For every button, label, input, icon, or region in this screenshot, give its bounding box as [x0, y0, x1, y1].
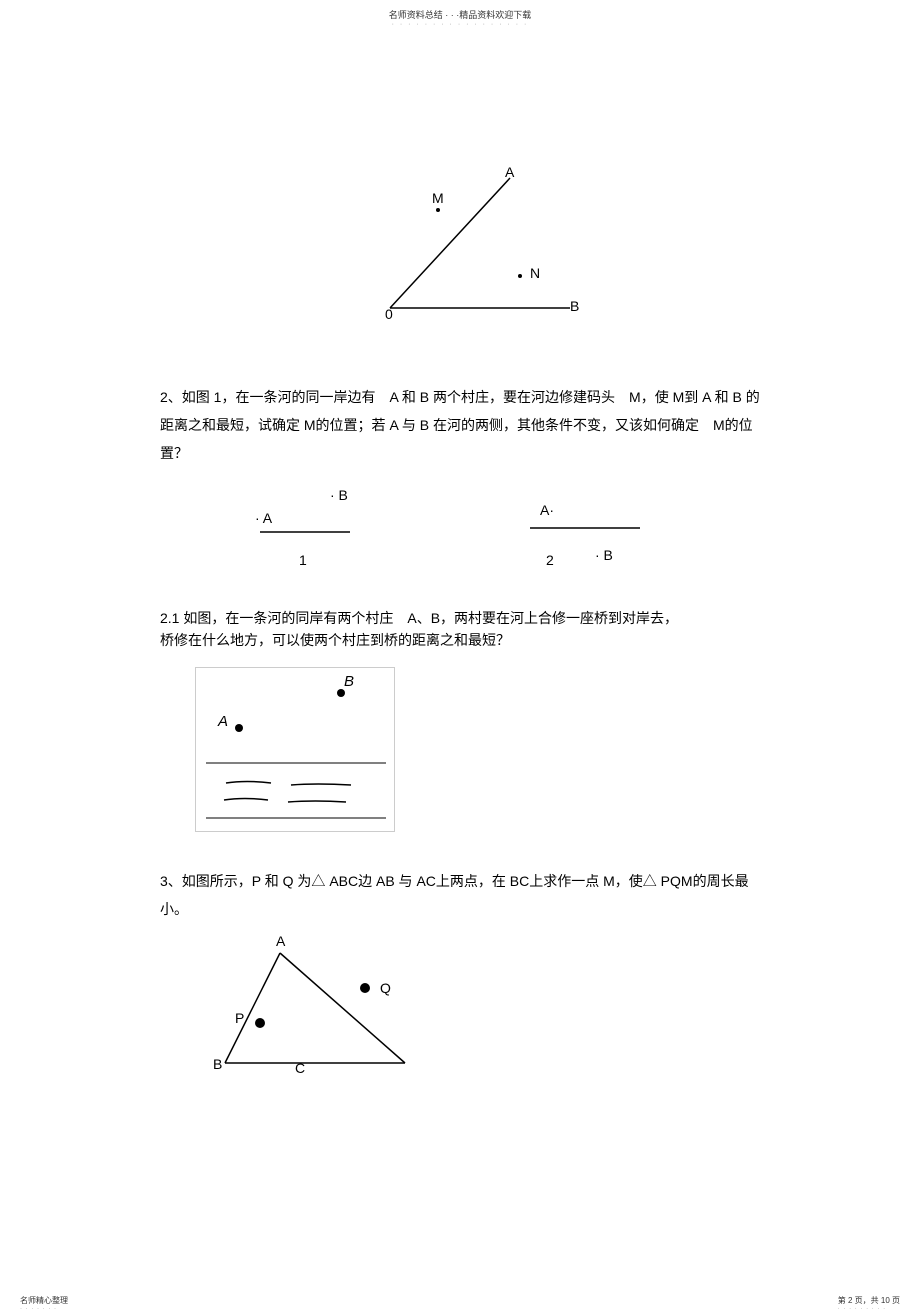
problem-2-1-text: 2.1 如图，在一条河的同岸有两个村庄 A、B，两村要在河上合修一座桥到对岸去，… — [160, 607, 760, 652]
point-N-dot — [518, 274, 522, 278]
label-A3: A — [276, 933, 285, 949]
label-A2: A· — [540, 502, 554, 518]
label-M: M — [432, 190, 444, 206]
label-A: A — [505, 164, 514, 180]
label-2: 2 — [546, 552, 554, 568]
footer-left-dots: · · · · · · · — [20, 1306, 68, 1312]
label-B3: B — [213, 1056, 222, 1072]
label-A1: · A — [255, 510, 272, 526]
header-title: 名师资料总结 · · ·精品资料欢迎下载 — [0, 8, 920, 21]
river-2 — [530, 525, 680, 535]
footer-right-dots: · · · · · · · · · — [838, 1306, 900, 1312]
point-A-21 — [234, 723, 244, 733]
point-M-dot — [436, 208, 440, 212]
label-P3: P — [235, 1010, 244, 1026]
problem-2-1-line2: 桥修在什么地方，可以使两个村庄到桥的距离之和最短？ — [160, 629, 760, 651]
footer-right-text: 第 2 页，共 10 页 — [838, 1295, 900, 1306]
diagram-2-1: A B — [195, 667, 395, 832]
problem-2-content: 2、如图 1，在一条河的同一岸边有 A 和 B 两个村庄，要在河边修建码头 M，… — [160, 389, 760, 461]
header-dots: · · · · · · · · · · · · · · · · · — [0, 21, 920, 28]
label-C3: C — [295, 1060, 305, 1076]
line-OA — [390, 178, 510, 308]
point-B-21 — [336, 688, 346, 698]
page-content: M A N 0 B 2、如图 1，在一条河的同一岸边有 A 和 B 两个村庄，要… — [0, 158, 920, 1073]
diagram-3: A Q P B C — [205, 938, 425, 1073]
label-B2: · B — [595, 547, 613, 563]
problem-2-1-line1: 2.1 如图，在一条河的同岸有两个村庄 A、B，两村要在河上合修一座桥到对岸去， — [160, 607, 760, 629]
diagram-1-svg — [360, 158, 600, 328]
label-1: 1 — [299, 552, 307, 568]
problem-3-content: 3、如图所示，P 和 Q 为△ ABC边 AB 与 AC上两点，在 BC上求作一… — [160, 873, 749, 917]
label-A-21: A — [218, 713, 228, 730]
footer-left-text: 名师精心整理 — [20, 1295, 68, 1306]
label-B: B — [570, 298, 579, 314]
label-B1: · B — [330, 487, 348, 503]
line-AC — [280, 953, 405, 1063]
point-Q — [360, 983, 370, 993]
page-header: 名师资料总结 · · ·精品资料欢迎下载 · · · · · · · · · ·… — [0, 0, 920, 28]
label-N: N — [530, 265, 540, 281]
line-AB — [225, 953, 280, 1063]
river-1 — [260, 529, 390, 539]
problem-2-text: 2、如图 1，在一条河的同一岸边有 A 和 B 两个村庄，要在河边修建码头 M，… — [160, 383, 760, 467]
diagram-1: M A N 0 B — [360, 158, 600, 328]
problem-3-text: 3、如图所示，P 和 Q 为△ ABC边 AB 与 AC上两点，在 BC上求作一… — [160, 867, 760, 923]
diagram-3-svg — [205, 938, 425, 1073]
footer-left: 名师精心整理 · · · · · · · — [20, 1295, 68, 1312]
point-P — [255, 1018, 265, 1028]
label-O: 0 — [385, 306, 393, 322]
label-Q3: Q — [380, 980, 391, 996]
footer-right: 第 2 页，共 10 页 · · · · · · · · · — [838, 1295, 900, 1312]
river-21 — [196, 758, 396, 828]
